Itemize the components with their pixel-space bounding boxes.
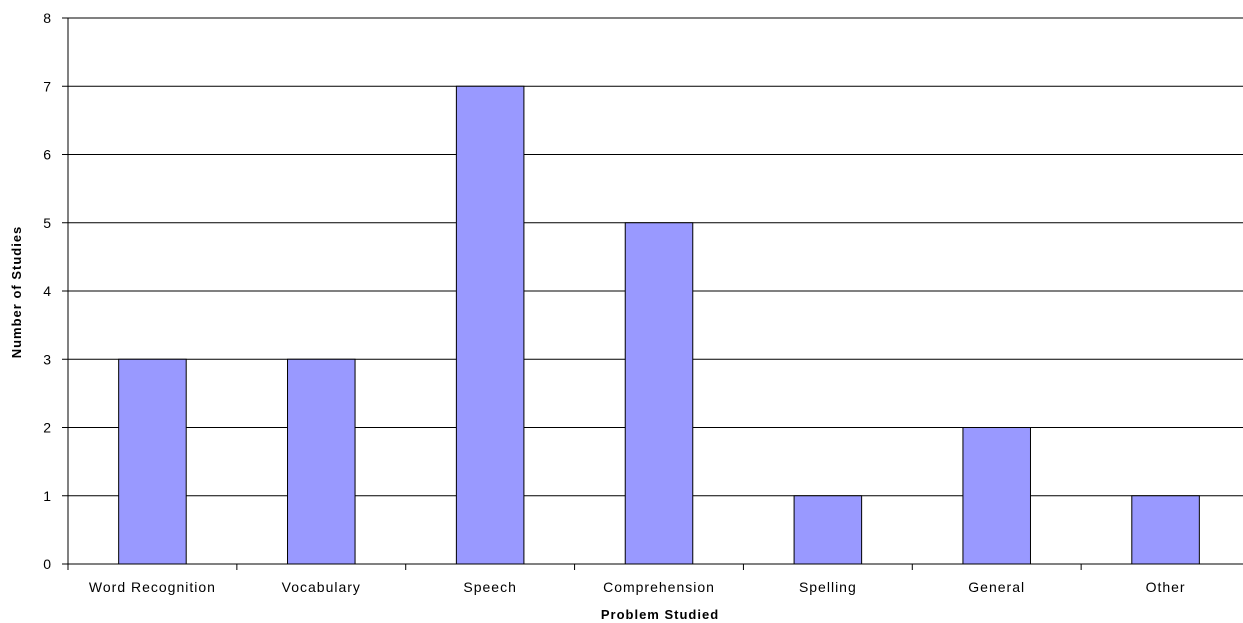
bar-comprehension (624, 222, 694, 565)
y-tick-label: 6 (43, 147, 52, 163)
y-tick-label: 2 (43, 420, 52, 436)
y-tick-label: 1 (43, 488, 52, 504)
bars (118, 85, 1200, 565)
x-tick-labels: Word Recognition Vocabulary Speech Comprehe… (89, 579, 1186, 595)
bar-vocabulary (287, 358, 356, 565)
x-tick-label: Other (1146, 579, 1186, 595)
x-tick-label: Speech (463, 579, 516, 595)
y-tick-label: 3 (43, 351, 52, 367)
bar-word-recognition (118, 358, 187, 565)
bar-general (962, 427, 1031, 565)
y-tick-label: 7 (43, 78, 52, 94)
x-tick-label: Comprehension (603, 579, 715, 595)
y-tick-label: 0 (43, 556, 52, 572)
x-tick-label: Spelling (799, 579, 857, 595)
bar-other (1131, 495, 1200, 565)
x-tick-label: General (968, 579, 1025, 595)
bar-speech (455, 85, 525, 565)
y-tick-label: 8 (43, 10, 52, 26)
x-tick-label: Word Recognition (89, 579, 216, 595)
bar-spelling (793, 495, 863, 565)
axes (67, 18, 1243, 570)
y-axis-title: Number of Studies (9, 226, 24, 359)
x-tick-label: Vocabulary (282, 579, 361, 595)
y-tick-label: 4 (43, 283, 52, 299)
y-tick-label: 5 (43, 215, 52, 231)
y-tick-labels: 0 1 2 3 4 5 6 7 8 (43, 10, 52, 572)
x-axis-title: Problem Studied (601, 607, 719, 622)
